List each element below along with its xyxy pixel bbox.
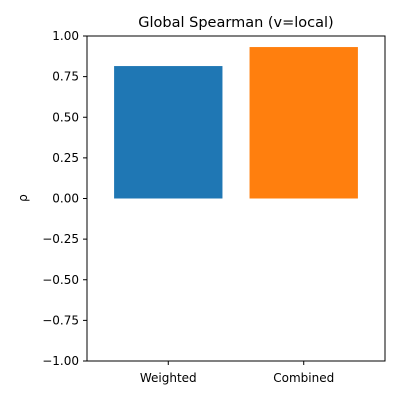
x-tick-label: Combined xyxy=(273,371,334,385)
y-tick-label: −1.00 xyxy=(42,354,79,368)
y-tick-label: −0.25 xyxy=(42,232,79,246)
y-axis-label: ρ xyxy=(16,194,30,202)
y-ticks-layer: −1.00 −0.75 −0.50 −0.25 0.00 0.25 0.50 0.75 1.00 xyxy=(42,29,87,368)
y-tick-label: 0.75 xyxy=(52,70,79,84)
y-tick-label: −0.50 xyxy=(42,273,79,287)
plot-frame xyxy=(86,35,386,362)
bars-layer xyxy=(114,47,358,199)
bar-weighted xyxy=(114,66,223,199)
bar-combined xyxy=(249,47,358,199)
y-tick-label: 0.00 xyxy=(52,192,79,206)
y-tick-label: −0.75 xyxy=(42,313,79,327)
y-tick-label: 0.50 xyxy=(52,110,79,124)
y-tick-label: 1.00 xyxy=(52,29,79,43)
chart-title: Global Spearman (v=local) xyxy=(138,15,333,31)
x-ticks-layer: Weighted Combined xyxy=(140,361,334,385)
x-tick-label: Weighted xyxy=(140,371,197,385)
y-tick-label: 0.25 xyxy=(52,151,79,165)
